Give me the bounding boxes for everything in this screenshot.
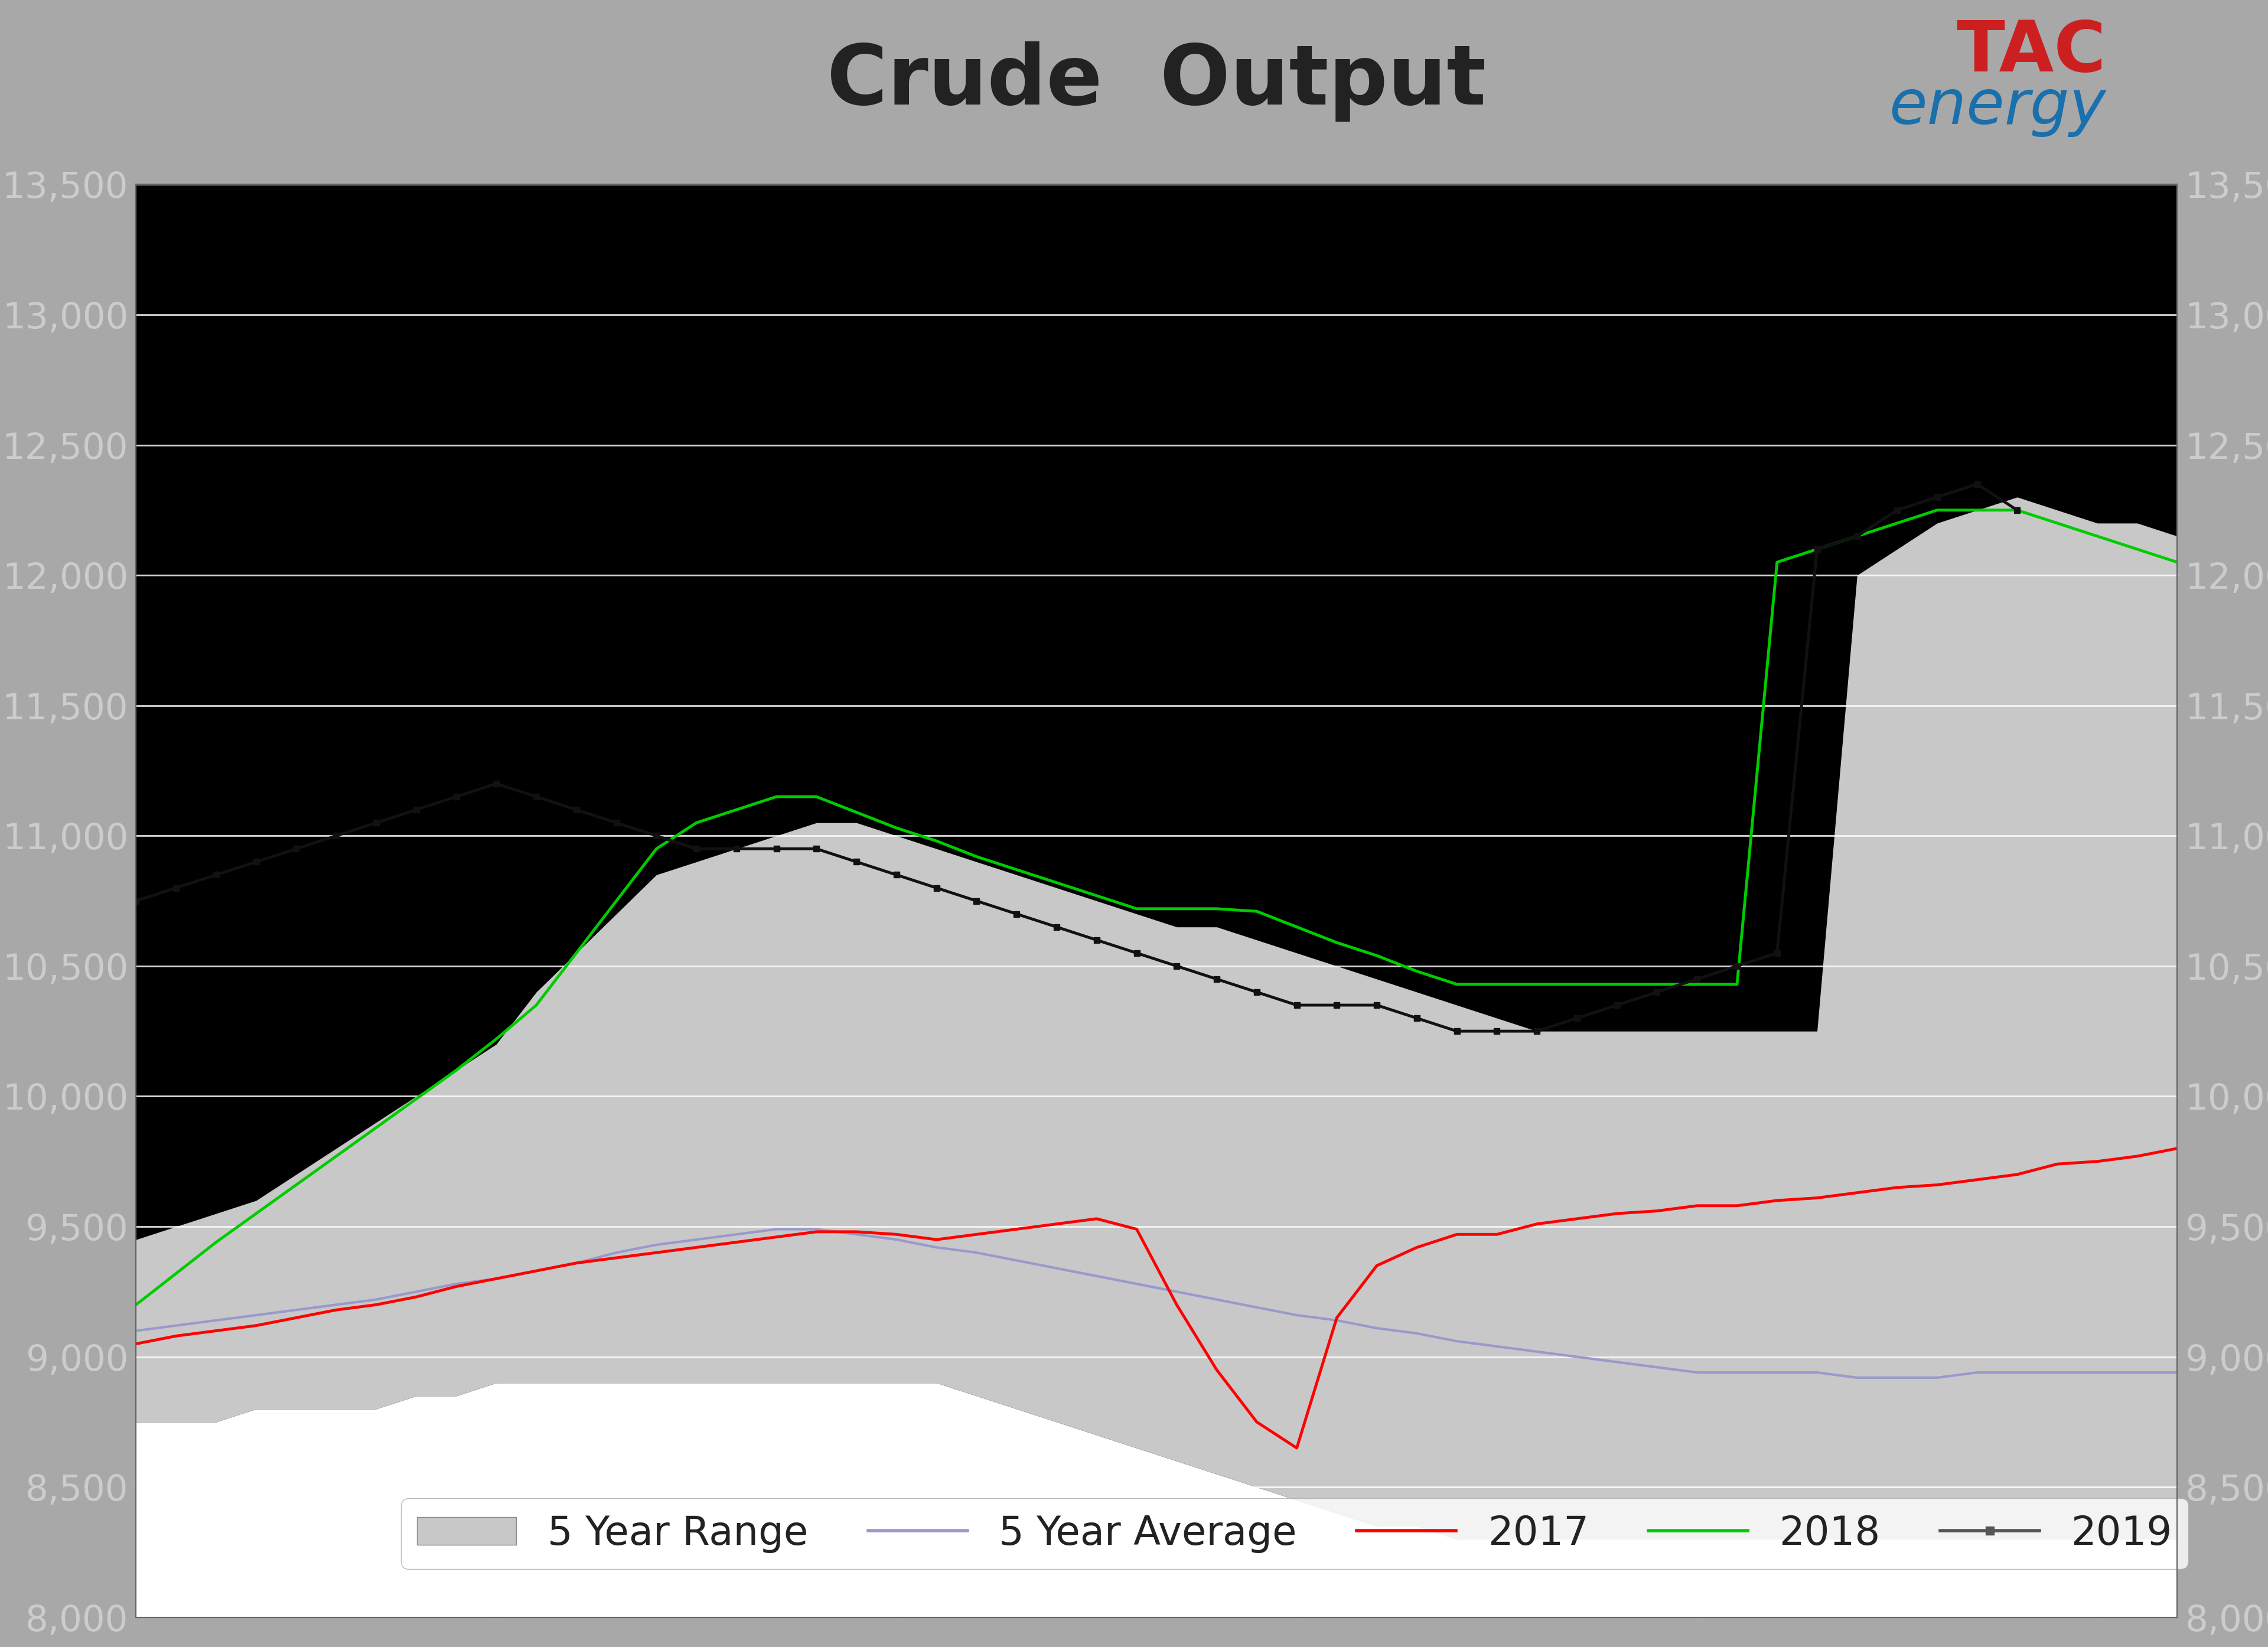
Text: energy: energy xyxy=(1889,77,2105,137)
Text: Crude  Output: Crude Output xyxy=(828,41,1486,122)
Legend: 5 Year Range, 5 Year Average, 2017, 2018, 2019: 5 Year Range, 5 Year Average, 2017, 2018… xyxy=(401,1499,2189,1570)
Text: TAC: TAC xyxy=(1955,18,2105,86)
